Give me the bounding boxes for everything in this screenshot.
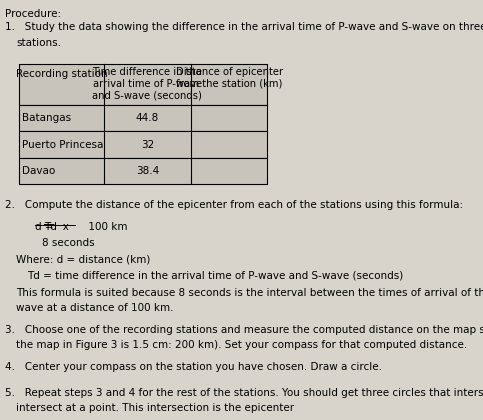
- Text: d =: d =: [35, 222, 57, 232]
- Text: wave at a distance of 100 km.: wave at a distance of 100 km.: [16, 303, 174, 313]
- Text: 1.   Study the data showing the difference in the arrival time of P-wave and S-w: 1. Study the data showing the difference…: [5, 22, 483, 32]
- Bar: [19, 131, 268, 158]
- Text: Puerto Princesa: Puerto Princesa: [22, 140, 103, 150]
- Text: Td = time difference in the arrival time of P-wave and S-wave (seconds): Td = time difference in the arrival time…: [27, 271, 403, 281]
- Text: the map in Figure 3 is 1.5 cm: 200 km). Set your compass for that computed dista: the map in Figure 3 is 1.5 cm: 200 km). …: [16, 340, 468, 350]
- Text: Distance of epicenter
from the station (km): Distance of epicenter from the station (…: [176, 67, 283, 89]
- Text: 2.   Compute the distance of the epicenter from each of the stations using this : 2. Compute the distance of the epicenter…: [5, 200, 464, 210]
- Bar: [19, 64, 268, 105]
- Bar: [19, 158, 268, 184]
- Text: 44.8: 44.8: [136, 113, 159, 123]
- Text: 4.   Center your compass on the station you have chosen. Draw a circle.: 4. Center your compass on the station yo…: [5, 362, 383, 372]
- Text: Batangas: Batangas: [22, 113, 71, 123]
- Text: Recording station: Recording station: [15, 69, 107, 79]
- Text: Davao: Davao: [22, 166, 55, 176]
- Text: 32: 32: [141, 140, 154, 150]
- Text: 8 seconds: 8 seconds: [43, 238, 95, 248]
- Text: intersect at a point. This intersection is the epicenter: intersect at a point. This intersection …: [16, 403, 295, 413]
- Text: Time difference in the
arrival time of P-wave
and S-wave (seconds): Time difference in the arrival time of P…: [92, 67, 202, 100]
- Text: 5.   Repeat steps 3 and 4 for the rest of the stations. You should get three cir: 5. Repeat steps 3 and 4 for the rest of …: [5, 388, 483, 398]
- Text: stations.: stations.: [16, 38, 61, 48]
- Bar: [19, 105, 268, 131]
- Text: Procedure:: Procedure:: [5, 9, 61, 19]
- Text: x      100 km: x 100 km: [54, 222, 128, 232]
- Text: 38.4: 38.4: [136, 166, 159, 176]
- Text: 3.   Choose one of the recording stations and measure the computed distance on t: 3. Choose one of the recording stations …: [5, 325, 483, 335]
- Text: This formula is suited because 8 seconds is the interval between the times of ar: This formula is suited because 8 seconds…: [16, 288, 483, 298]
- Text: Where: d = distance (km): Where: d = distance (km): [16, 255, 151, 265]
- Text: Td: Td: [44, 222, 57, 232]
